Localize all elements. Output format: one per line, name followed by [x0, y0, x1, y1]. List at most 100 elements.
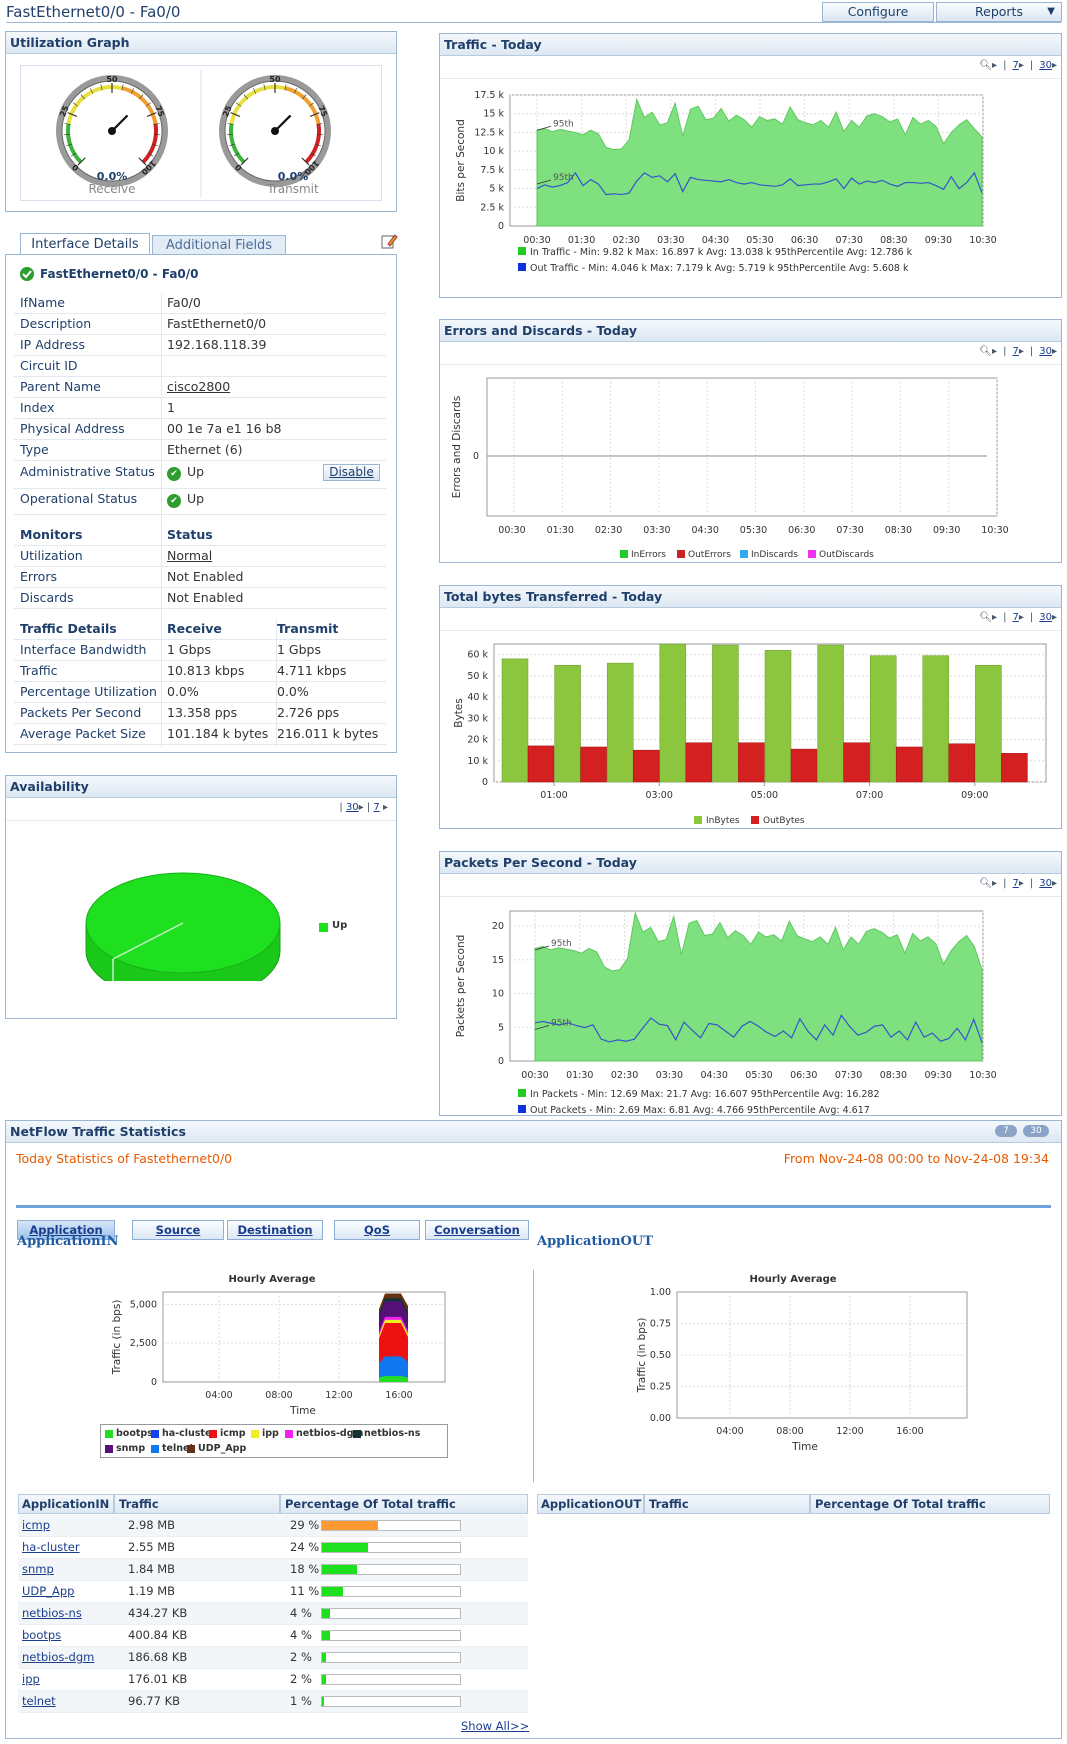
app-link[interactable]: snmp [22, 1562, 54, 1576]
traffic-title: Traffic - Today [440, 34, 1061, 56]
y-tick-label: 12.5 k [474, 127, 504, 138]
gauge-tick [235, 102, 242, 107]
period-30-button[interactable]: 30 [345, 802, 359, 813]
configure-button[interactable]: Configure [822, 2, 934, 22]
percentage-bar [321, 1674, 461, 1685]
percentage-bar [321, 1608, 461, 1619]
traffic-receive: 13.358 pps [167, 705, 238, 720]
property-value: FastEthernet0/0 [167, 316, 267, 331]
col-traffic: Traffic [114, 1494, 280, 1514]
zoom-icon[interactable]: 🔍︎▸ [979, 346, 998, 357]
receive-heading-transmit: Transmit [277, 621, 339, 636]
period-7-button[interactable]: 7 [1012, 878, 1019, 889]
period-7-button[interactable]: 7 [373, 802, 380, 813]
legend-label: UDP_App [198, 1443, 247, 1454]
monitor-status[interactable]: Normal [167, 548, 213, 563]
tab-source[interactable]: Source [132, 1220, 224, 1240]
app-link[interactable]: ha-cluster [22, 1540, 80, 1554]
traffic-receive: 1 Gbps [167, 642, 211, 657]
period-7-button[interactable]: 7 [1012, 346, 1019, 357]
gauge-tick [263, 84, 266, 91]
percentage-bar-fill [322, 1653, 326, 1662]
bytes-chart: 60 k 50 k 40 k 30 k 20 k 10 k 0 Bytes 01:00 03:00… [453, 643, 1047, 826]
chart-title: Hourly Average [749, 1274, 836, 1285]
oper-status-value: ✔ Up [167, 489, 204, 509]
gauge-scale-label: 50 [106, 75, 118, 84]
netflow-range: From Nov-24-08 00:00 to Nov-24-08 19:34 [783, 1151, 1049, 1166]
show-all-link[interactable]: Show All>> [461, 1719, 530, 1733]
col-percentage: Percentage Of Total traffic [280, 1494, 528, 1514]
property-row: Description FastEthernet0/0 [14, 314, 386, 335]
reports-button[interactable]: Reports ▼ [936, 2, 1062, 22]
traffic-toolbar: 🔍︎▸ | 7▸ | 30▸ [979, 60, 1057, 71]
table-row: icmp 2.98 MB 29 % [18, 1515, 528, 1537]
traffic-row: Traffic 10.813 kbps 4.711 kbps [14, 661, 386, 682]
period-7-button[interactable]: 7 [1012, 60, 1019, 71]
property-label: Operational Status [20, 491, 138, 506]
y-axis-label: Errors and Discards [451, 396, 463, 498]
legend-swatch [751, 816, 759, 824]
period-30-button[interactable]: 30 [1039, 60, 1052, 71]
legend-out-label: Out Traffic - Min: 4.046 k Max: 7.179 k … [530, 263, 909, 274]
y-tick-label: 50 k [467, 671, 488, 682]
y-tick-label: 0 [498, 1056, 504, 1067]
gauge-tick [147, 152, 154, 157]
legend-swatch [808, 550, 816, 558]
edit-icon[interactable] [380, 232, 398, 250]
y-tick-label: 5 k [489, 184, 504, 195]
app-link[interactable]: icmp [22, 1518, 51, 1532]
tab-application[interactable]: Application [17, 1220, 115, 1240]
period-7-button[interactable]: 7 [995, 1125, 1017, 1137]
x-tick-label: 06:30 [790, 1070, 817, 1081]
gauge-tick [243, 94, 248, 100]
toolbar-divider [6, 820, 396, 821]
x-tick-label: 01:30 [568, 235, 595, 246]
property-label: Parent Name [20, 379, 101, 394]
y-axis-label: Traffic (in bps) [636, 1318, 648, 1394]
x-tick-label: 05:00 [751, 790, 778, 801]
property-label: Type [20, 442, 49, 457]
bar-inbytes [659, 643, 687, 783]
app-link[interactable]: telnet [22, 1694, 56, 1708]
app-link[interactable]: netbios-ns [22, 1606, 82, 1620]
tab-additional-fields[interactable]: Additional Fields [152, 235, 286, 255]
zoom-icon[interactable]: 🔍︎▸ [979, 878, 998, 889]
percentage-bar-fill [322, 1697, 324, 1706]
gauge-tick [309, 112, 320, 118]
disable-button[interactable]: Disable [323, 464, 380, 481]
monitors-heading: Monitors [20, 527, 83, 542]
p95-label: 95th [551, 1019, 572, 1029]
percentage-value: 2 % [290, 1672, 312, 1686]
y-tick-label: 15 [492, 955, 504, 966]
y-axis-label: Traffic (in bps) [111, 1300, 123, 1376]
zoom-icon[interactable]: 🔍︎▸ [979, 60, 998, 71]
bar-inbytes [764, 650, 792, 783]
app-link[interactable]: bootps [22, 1628, 62, 1642]
app-link[interactable]: ipp [22, 1672, 40, 1686]
app-link[interactable]: UDP_App [22, 1584, 75, 1598]
zoom-icon[interactable]: 🔍︎▸ [979, 612, 998, 623]
oper-status-row: Operational Status ✔ Up [14, 489, 386, 515]
tab-interface-details[interactable]: Interface Details [20, 233, 150, 255]
gauge-tick [100, 84, 103, 91]
x-tick-label: 03:00 [646, 790, 673, 801]
gauge-tick [308, 102, 315, 107]
p95-label: 95th [553, 119, 574, 129]
percentage-bar [321, 1586, 461, 1597]
tab-conversation[interactable]: Conversation [425, 1220, 529, 1240]
errors-toolbar: 🔍︎▸ | 7▸ | 30▸ [979, 346, 1057, 357]
period-7-button[interactable]: 7 [1012, 612, 1019, 623]
gauge-tick [64, 123, 71, 125]
legend-label: telnet [162, 1443, 194, 1454]
tab-qos[interactable]: QoS [334, 1220, 420, 1240]
period-30-button[interactable]: 30 [1023, 1125, 1049, 1137]
tab-destination[interactable]: Destination [227, 1220, 323, 1240]
period-30-button[interactable]: 30 [1039, 346, 1052, 357]
percentage-value: 11 % [290, 1584, 320, 1598]
y-tick-label: 5,000 [130, 1299, 157, 1310]
property-value[interactable]: cisco2800 [167, 379, 231, 394]
app-link[interactable]: netbios-dgm [22, 1650, 95, 1664]
monitor-status: Not Enabled [167, 569, 244, 584]
period-30-button[interactable]: 30 [1039, 612, 1052, 623]
period-30-button[interactable]: 30 [1039, 878, 1052, 889]
